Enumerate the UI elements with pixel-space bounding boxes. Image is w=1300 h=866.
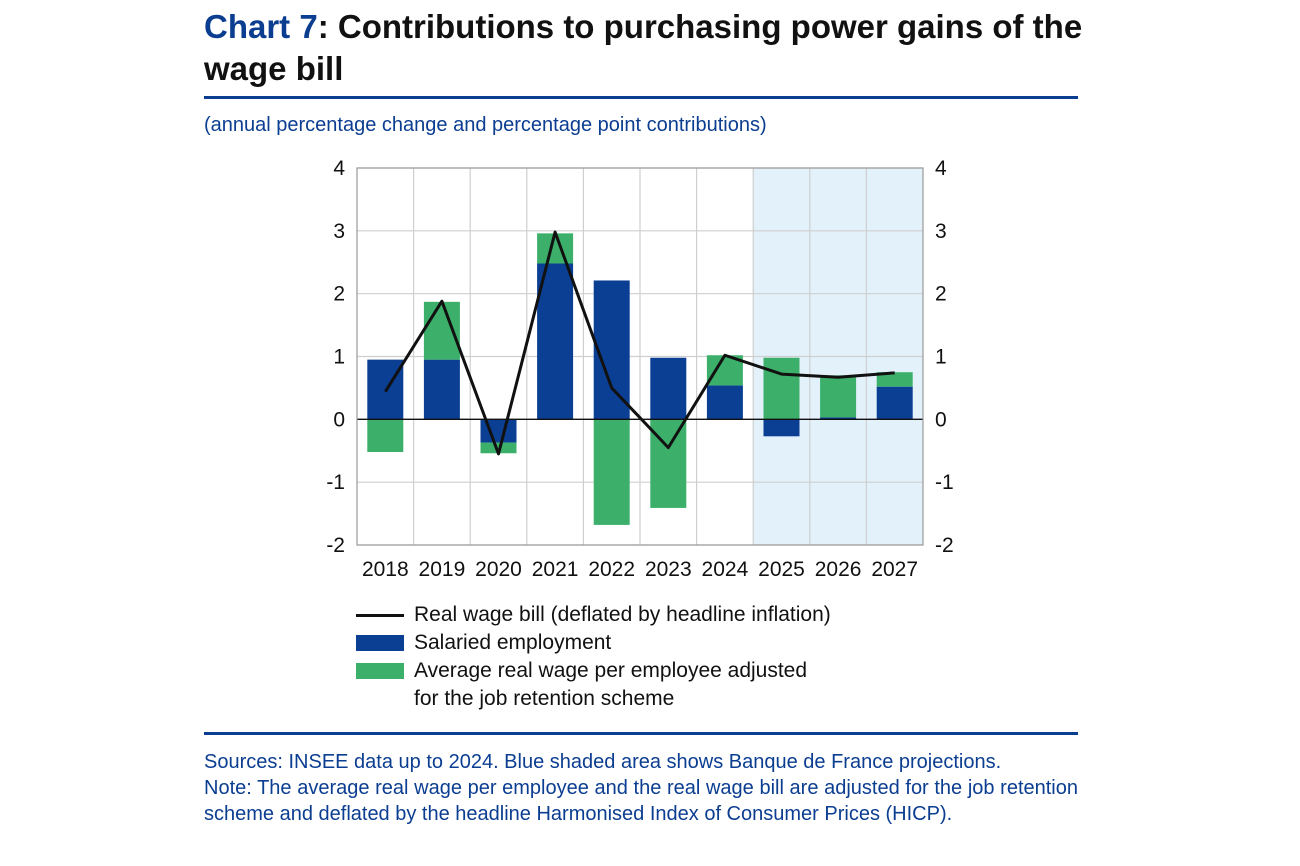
chart-area: 4 4 3 3 2 2 1 1 0 0 -1 -1 -2 -2 2018 2019 2020 2021 2022 20… (326, 157, 954, 581)
bar-average-real-wage (593, 419, 630, 525)
chart-title-text: : Contributions to purchasing power gain… (204, 8, 1083, 87)
footer: Sources: INSEE data up to 2024. Blue sha… (204, 749, 1078, 827)
y-tick-label-left: -2 (326, 534, 345, 557)
x-tick-label: 2021 (532, 558, 579, 581)
chart-subtitle: (annual percentage change and percentage… (204, 114, 767, 136)
bar-average-real-wage (367, 419, 404, 453)
y-tick-label-right: 3 (935, 220, 947, 243)
bar-salaried-employment (763, 419, 800, 437)
legend-item-real-wage-bill: Real wage bill (deflated by headline inf… (356, 601, 884, 629)
x-tick-label: 2024 (702, 558, 749, 581)
x-tick-label: 2022 (588, 558, 635, 581)
legend-label-real-wage-bill: Real wage bill (deflated by headline inf… (414, 603, 831, 626)
y-tick-label-right: 0 (935, 408, 947, 431)
bar-salaried-employment (423, 359, 460, 420)
x-tick-label: 2020 (475, 558, 522, 581)
legend-wage-line1: Average real wage per employee adjusted (414, 659, 808, 682)
legend-line-swatch (356, 613, 404, 617)
y-tick-label-right: 1 (935, 346, 947, 369)
bar-average-real-wage (820, 375, 857, 418)
plot-frame (356, 167, 924, 546)
y-tick-label-left: -1 (326, 471, 345, 494)
bar-salaried-employment (593, 280, 630, 420)
bar-salaried-employment (537, 263, 574, 420)
bar-salaried-employment (876, 386, 913, 420)
bar-average-real-wage (763, 357, 800, 420)
legend-wage-swatch (356, 663, 404, 679)
x-tick-label: 2026 (815, 558, 862, 581)
bar-salaried-employment (706, 385, 743, 420)
line-real-wage-bill (384, 230, 895, 456)
legend-item-average-real-wage: Average real wage per employee adjusted f… (356, 657, 884, 713)
note-text: Note: The average real wage per employee… (204, 777, 1078, 825)
y-tick-label-left: 0 (333, 408, 345, 431)
bar-average-real-wage (537, 233, 574, 264)
y-tick-label-left: 2 (333, 283, 345, 306)
sources-text: Sources: INSEE data up to 2024. Blue sha… (204, 751, 1002, 773)
legend-salaried-swatch (356, 635, 404, 651)
x-tick-label: 2018 (362, 558, 409, 581)
y-tick-label-left: 4 (333, 157, 345, 180)
legend-label-salaried-employment: Salaried employment (414, 631, 612, 654)
chart-title: Chart 7: Contributions to purchasing pow… (204, 6, 1084, 90)
legend-wage-line2: for the job retention scheme (414, 687, 675, 710)
bar-average-real-wage (423, 301, 460, 360)
bar-average-real-wage (876, 372, 913, 387)
legend-item-salaried-employment: Salaried employment (356, 629, 884, 657)
x-tick-label: 2025 (758, 558, 805, 581)
bar-salaried-employment (820, 417, 857, 420)
title-rule (204, 96, 1078, 99)
y-tick-label-right: -2 (935, 534, 954, 557)
chart-number: Chart 7 (204, 8, 318, 45)
bar-salaried-employment (650, 357, 687, 420)
footer-rule (204, 732, 1078, 735)
x-tick-label: 2023 (645, 558, 692, 581)
legend-label-average-real-wage: Average real wage per employee adjusted f… (414, 657, 884, 713)
x-tick-label: 2019 (419, 558, 466, 581)
bar-salaried-employment (480, 419, 517, 443)
y-tick-label-right: 2 (935, 283, 947, 306)
y-tick-label-right: -1 (935, 471, 954, 494)
y-tick-label-right: 4 (935, 157, 947, 180)
legend: Real wage bill (deflated by headline inf… (356, 601, 884, 713)
y-tick-label-left: 1 (333, 346, 345, 369)
x-tick-label: 2027 (871, 558, 918, 581)
y-tick-label-left: 3 (333, 220, 345, 243)
